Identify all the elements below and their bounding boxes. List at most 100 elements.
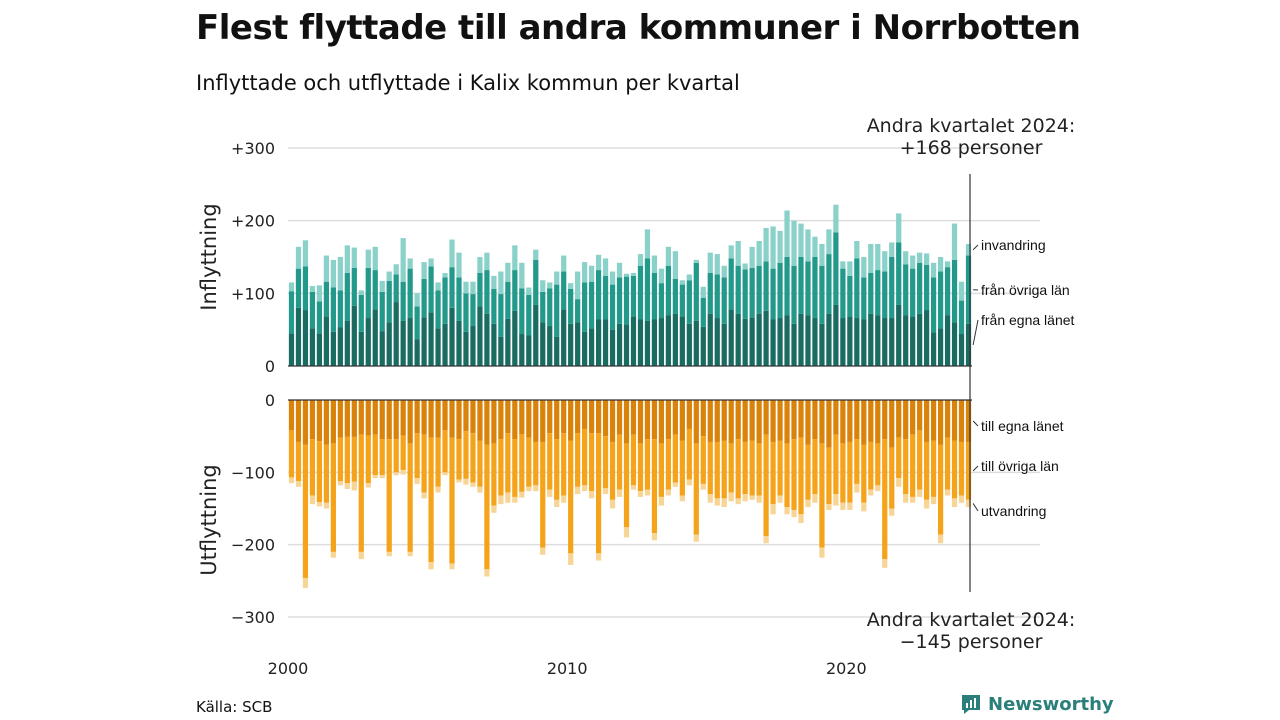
inflyttning-bar-från-övriga-län <box>505 281 511 319</box>
inflyttning-bar-invandring <box>484 252 490 271</box>
inflyttning-callout-line1: Andra kvartalet 2024: <box>867 115 1076 137</box>
inflyttning-bar-från-övriga-län <box>358 294 364 332</box>
utflyttning-bar-till-egna-länet <box>637 400 644 444</box>
inflyttning-bar-från-egna-länet <box>337 327 343 366</box>
inflyttning-bar-från-egna-länet <box>672 313 678 366</box>
utflyttning-bar-till-övriga-län <box>344 436 350 484</box>
inflyttning-bar-från-egna-länet <box>951 322 958 366</box>
utflyttning-bar-till-egna-länet <box>526 400 532 438</box>
utflyttning-bar-till-egna-länet <box>700 400 706 437</box>
utflyttning-callout-line1: Andra kvartalet 2024: <box>867 609 1076 631</box>
utflyttning-bar-utvandring <box>910 496 916 503</box>
utflyttning-bar-till-övriga-län <box>470 433 476 483</box>
utflyttning-bar-till-övriga-län <box>609 441 616 500</box>
inflyttning-bar-invandring <box>616 262 623 278</box>
utflyttning-bar-till-egna-länet <box>861 400 867 445</box>
utflyttning-bar-till-övriga-län <box>707 441 713 495</box>
utflyttning-bar-utvandring <box>414 478 420 484</box>
inflyttning-bar-invandring <box>763 227 769 262</box>
utflyttning-bar-till-egna-länet <box>749 400 755 441</box>
utflyttning-bar-utvandring <box>442 472 448 476</box>
utflyttning-bar-utvandring <box>742 494 748 502</box>
inflyttning-bar-från-egna-länet <box>623 324 630 366</box>
newsworthy-logo[interactable]: Newsworthy <box>960 693 1114 715</box>
utflyttning-bar-till-övriga-län <box>896 437 902 479</box>
utflyttning-bar-utvandring <box>693 534 699 542</box>
utflyttning-bar-utvandring <box>728 492 734 502</box>
inflyttning-bar-från-övriga-län <box>798 257 804 314</box>
utflyttning-bar-till-övriga-län <box>686 428 692 480</box>
inflyttning-legend-label: från egna länet <box>981 312 1075 328</box>
utflyttning-bar-utvandring <box>777 495 783 503</box>
utflyttning-bar-till-övriga-län <box>386 439 392 552</box>
utflyttning-bar-till-egna-länet <box>616 400 623 435</box>
utflyttning-bar-utvandring <box>421 492 427 499</box>
utflyttning-bar-till-övriga-län <box>819 443 825 548</box>
inflyttning-bar-från-övriga-län <box>965 255 972 324</box>
utflyttning-bar-utvandring <box>533 485 539 492</box>
utflyttning-bar-utvandring <box>882 559 888 568</box>
inflyttning-bar-invandring <box>805 229 811 262</box>
utflyttning-bar-till-egna-länet <box>791 400 797 440</box>
utflyttning-bar-till-egna-länet <box>561 400 567 434</box>
inflyttning-bar-från-övriga-län <box>686 280 692 324</box>
utflyttning-bar-till-egna-länet <box>358 400 364 435</box>
utflyttning-bar-till-övriga-län <box>484 444 490 570</box>
inflyttning-bar-från-övriga-län <box>700 297 706 327</box>
inflyttning-bar-från-egna-länet <box>609 329 616 366</box>
utflyttning-bar-till-egna-länet <box>930 400 937 441</box>
utflyttning-bar-utvandring <box>588 491 595 499</box>
inflyttning-bar-invandring <box>533 249 539 260</box>
inflyttning-bar-invandring <box>400 238 406 282</box>
utflyttning-bar-till-egna-länet <box>658 400 665 444</box>
inflyttning-bar-från-övriga-län <box>721 277 727 324</box>
utflyttning-bar-till-övriga-län <box>840 443 846 503</box>
inflyttning-bar-invandring <box>575 271 581 300</box>
inflyttning-bar-invandring <box>833 204 839 233</box>
utflyttning-bar-till-övriga-län <box>400 435 406 471</box>
utflyttning-bar-till-övriga-län <box>588 433 595 492</box>
page-subtitle: Inflyttade och utflyttade i Kalix kommun… <box>196 71 740 95</box>
utflyttning-bar-utvandring <box>568 553 574 565</box>
utflyttning-bar-till-egna-länet <box>889 400 895 448</box>
inflyttning-bar-från-egna-länet <box>924 310 930 366</box>
inflyttning-bar-från-egna-länet <box>554 336 560 366</box>
inflyttning-bar-från-egna-länet <box>805 315 811 366</box>
inflyttning-bar-invandring <box>288 282 295 292</box>
inflyttning-bar-invandring <box>393 264 399 275</box>
utflyttning-bar-till-övriga-län <box>616 434 623 490</box>
utflyttning-bar-till-övriga-län <box>358 434 364 552</box>
utflyttning-bar-till-övriga-län <box>295 441 302 482</box>
inflyttning-bar-från-övriga-län <box>316 301 323 334</box>
inflyttning-bar-från-övriga-län <box>554 284 560 337</box>
inflyttning-bar-från-egna-länet <box>742 318 748 366</box>
inflyttning-bar-från-övriga-län <box>847 275 853 317</box>
inflyttning-bar-invandring <box>700 286 706 298</box>
inflyttning-bar-från-övriga-län <box>533 259 539 305</box>
inflyttning-bar-från-egna-länet <box>400 320 406 366</box>
inflyttning-bar-från-övriga-län <box>295 268 302 308</box>
utflyttning-bar-till-egna-länet <box>344 400 350 437</box>
inflyttning-bar-invandring <box>679 280 685 285</box>
utflyttning-bar-till-egna-länet <box>965 400 972 442</box>
utflyttning-bar-till-egna-länet <box>435 400 441 438</box>
utflyttning-bar-utvandring <box>498 495 504 505</box>
utflyttning-tick-label: 0 <box>265 391 275 410</box>
utflyttning-bar-utvandring <box>463 478 469 485</box>
inflyttning-bar-invandring <box>449 239 455 268</box>
utflyttning-legend-label: utvandring <box>981 503 1046 519</box>
inflyttning-bar-från-egna-länet <box>679 316 685 366</box>
inflyttning-tick-label: +100 <box>231 284 275 303</box>
inflyttning-bar-från-egna-länet <box>526 335 532 366</box>
inflyttning-bar-invandring <box>302 240 309 267</box>
inflyttning-bar-invandring <box>561 255 567 272</box>
utflyttning-bar-till-egna-länet <box>456 400 462 440</box>
utflyttning-bar-utvandring <box>679 495 685 502</box>
utflyttning-bar-utvandring <box>840 502 846 510</box>
utflyttning-bar-till-egna-länet <box>491 400 497 444</box>
utflyttning-bar-till-övriga-län <box>630 434 637 486</box>
inflyttning-bar-från-övriga-län <box>616 277 623 324</box>
inflyttning-bar-invandring <box>930 262 937 278</box>
utflyttning-bar-till-egna-länet <box>937 400 944 445</box>
utflyttning-bar-till-egna-länet <box>309 400 316 440</box>
